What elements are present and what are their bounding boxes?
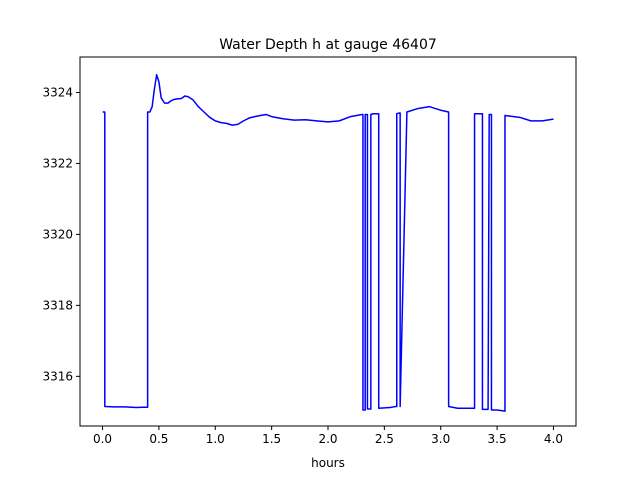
y-tick-label: 3320 — [42, 227, 73, 241]
x-axis: 0.0 0.5 1.0 1.5 2.0 2.5 3.0 3.5 4.0 — [93, 426, 563, 446]
y-tick-label: 3316 — [42, 369, 73, 383]
series-line-0 — [102, 73, 554, 412]
x-tick-label: 4.0 — [544, 432, 563, 446]
x-tick-label: 3.5 — [488, 432, 507, 446]
x-axis-title: hours — [311, 456, 345, 470]
y-tick-label: 3318 — [42, 298, 73, 312]
x-tick-label: 2.5 — [375, 432, 394, 446]
x-tick-label: 3.0 — [431, 432, 450, 446]
x-tick-label: 0.5 — [149, 432, 168, 446]
y-axis: 3316 3318 3320 3322 3324 — [42, 85, 80, 383]
plot-frame — [79, 56, 577, 427]
x-tick-label: 1.5 — [262, 432, 281, 446]
y-tick-label: 3324 — [42, 85, 73, 99]
y-tick-label: 3322 — [42, 156, 73, 170]
x-tick-label: 1.0 — [206, 432, 225, 446]
chart-title: Water Depth h at gauge 46407 — [219, 37, 437, 53]
x-tick-label: 2.0 — [318, 432, 337, 446]
x-tick-label: 0.0 — [93, 432, 112, 446]
series-layer — [102, 73, 554, 412]
